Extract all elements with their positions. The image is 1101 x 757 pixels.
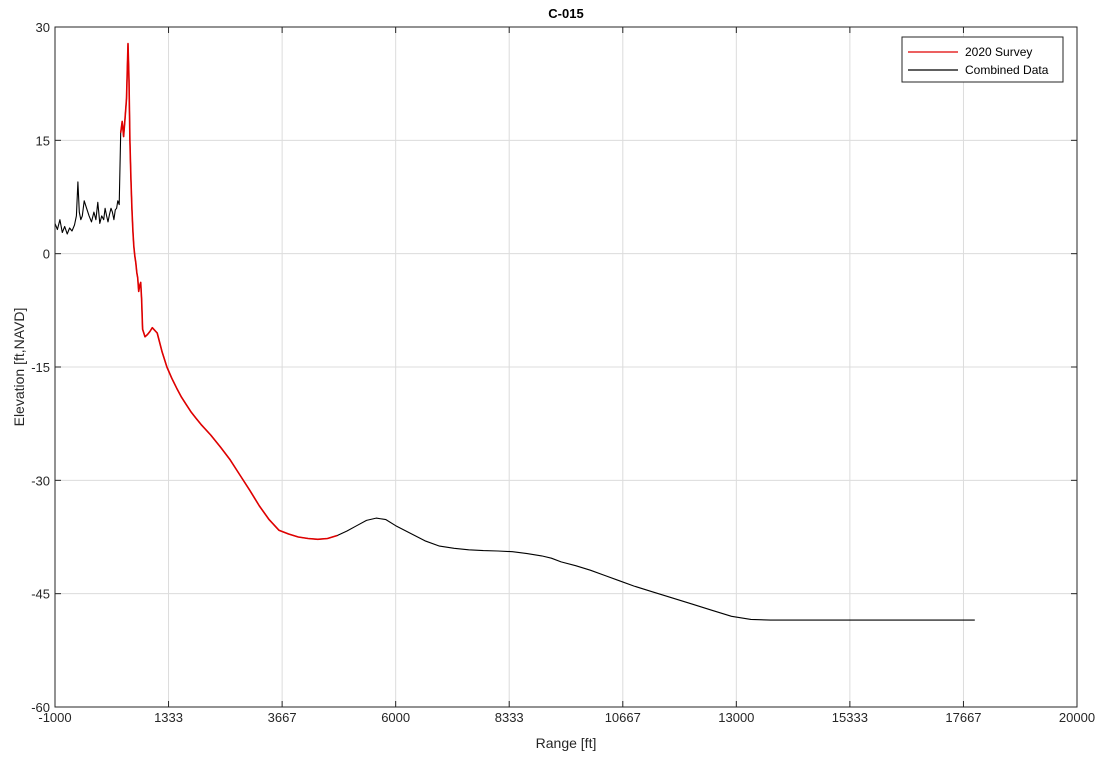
legend-label-2020-survey: 2020 Survey <box>965 45 1032 59</box>
series-lines <box>54 42 975 621</box>
x-tick-label: 13000 <box>718 710 754 725</box>
y-tick-label: -60 <box>31 700 50 715</box>
y-tick-label: -30 <box>31 473 50 488</box>
series-line-2020-survey <box>119 42 338 541</box>
y-tick-label: -15 <box>31 360 50 375</box>
y-tick-label: -45 <box>31 587 50 602</box>
y-tick-label: 0 <box>43 247 50 262</box>
y-axis-label: Elevation [ft,NAVD] <box>11 308 27 427</box>
axis-ticks: -1000 1333 3667 6000 8333 10667 13000 15333 1766… <box>31 20 1095 725</box>
x-tick-label: 6000 <box>381 710 410 725</box>
x-tick-label: 20000 <box>1059 710 1095 725</box>
legend-box <box>901 36 1064 83</box>
y-tick-label: 15 <box>36 133 50 148</box>
x-tick-label: -1000 <box>38 710 71 725</box>
x-tick-label: 17667 <box>945 710 981 725</box>
legend-label-combined-data: Combined Data <box>965 63 1049 77</box>
x-tick-label: 3667 <box>268 710 297 725</box>
x-tick-label: 8333 <box>495 710 524 725</box>
legend: 2020 Survey Combined Data <box>901 36 1064 83</box>
x-axis-label: Range [ft] <box>536 735 597 751</box>
chart-title: C-015 <box>548 6 583 21</box>
x-tick-label: 10667 <box>605 710 641 725</box>
x-tick-label: 1333 <box>154 710 183 725</box>
x-tick-label: 15333 <box>832 710 868 725</box>
y-tick-label: 30 <box>36 20 50 35</box>
